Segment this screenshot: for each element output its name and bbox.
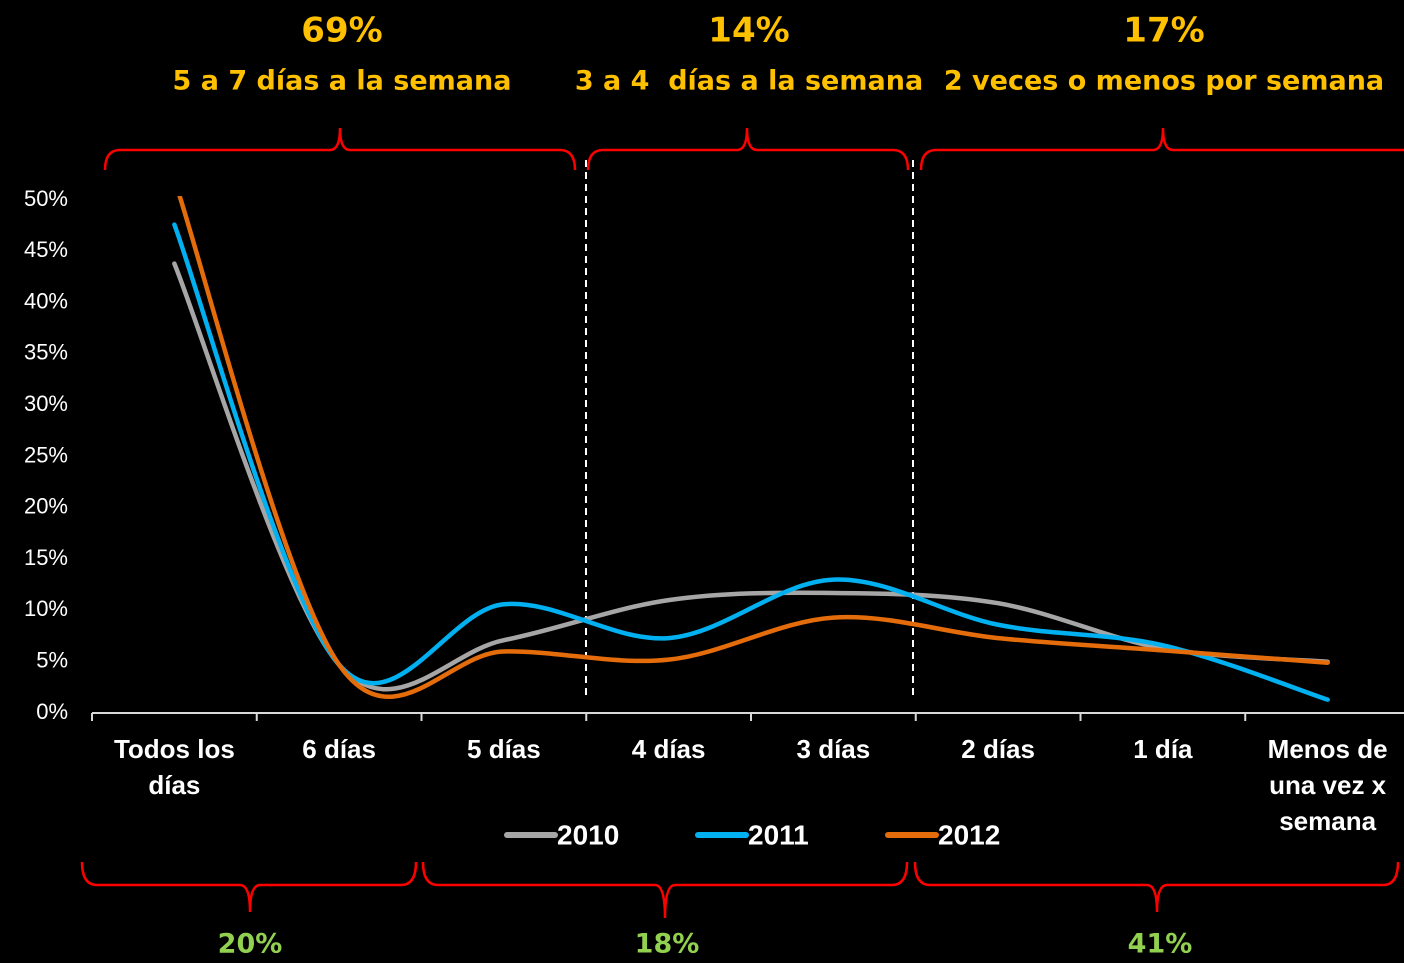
- x-tick-label: 6 días: [302, 734, 376, 764]
- x-tick-label: Todos los días: [113, 734, 243, 800]
- group-percent: 18%: [635, 929, 700, 960]
- y-tick-label: 15%: [24, 545, 68, 570]
- brace: [919, 127, 1404, 171]
- legend-label: 2010: [557, 819, 619, 850]
- group-percent: 14%: [708, 11, 789, 51]
- x-tick-label: 5 días: [467, 734, 541, 764]
- series-line: [172, 222, 1330, 702]
- brace: [586, 127, 910, 171]
- x-tick-label: 4 días: [631, 734, 706, 764]
- y-tick-label: 35%: [24, 340, 68, 365]
- plot: [172, 196, 1330, 702]
- x-tick-label: 1 día: [1133, 734, 1193, 764]
- y-tick-label: 40%: [24, 288, 68, 313]
- x-tick-label: 2 días: [961, 734, 1035, 764]
- brace: [80, 861, 418, 913]
- y-tick-label: 30%: [24, 391, 68, 416]
- group-percent: 41%: [1128, 929, 1193, 960]
- y-tick-label: 0%: [36, 699, 68, 724]
- y-tick-label: 5%: [36, 648, 68, 673]
- series-line: [177, 196, 1330, 699]
- group-label: 5 a 7 días a la semana: [173, 66, 512, 97]
- y-tick-label: 10%: [24, 596, 68, 621]
- y-tick-label: 20%: [24, 494, 68, 519]
- x-tick-label: Menos de una vez x semana: [1267, 734, 1395, 836]
- series-line: [172, 261, 1330, 692]
- group-percent: 69%: [301, 11, 382, 51]
- brace: [421, 861, 909, 919]
- legend-label: 2012: [938, 819, 1000, 850]
- group-percent: 17%: [1123, 11, 1204, 51]
- group-percent: 20%: [218, 929, 283, 960]
- y-tick-label: 45%: [24, 237, 68, 262]
- legend-label: 2011: [748, 819, 809, 850]
- brace: [913, 861, 1400, 913]
- brace: [103, 127, 577, 171]
- group-label: 3 a 4 días a la semana: [575, 66, 923, 97]
- y-tick-label: 50%: [24, 186, 68, 211]
- y-tick-label: 25%: [24, 442, 68, 467]
- group-label: 2 veces o menos por semana: [944, 66, 1384, 97]
- x-tick-label: 3 días: [796, 734, 871, 764]
